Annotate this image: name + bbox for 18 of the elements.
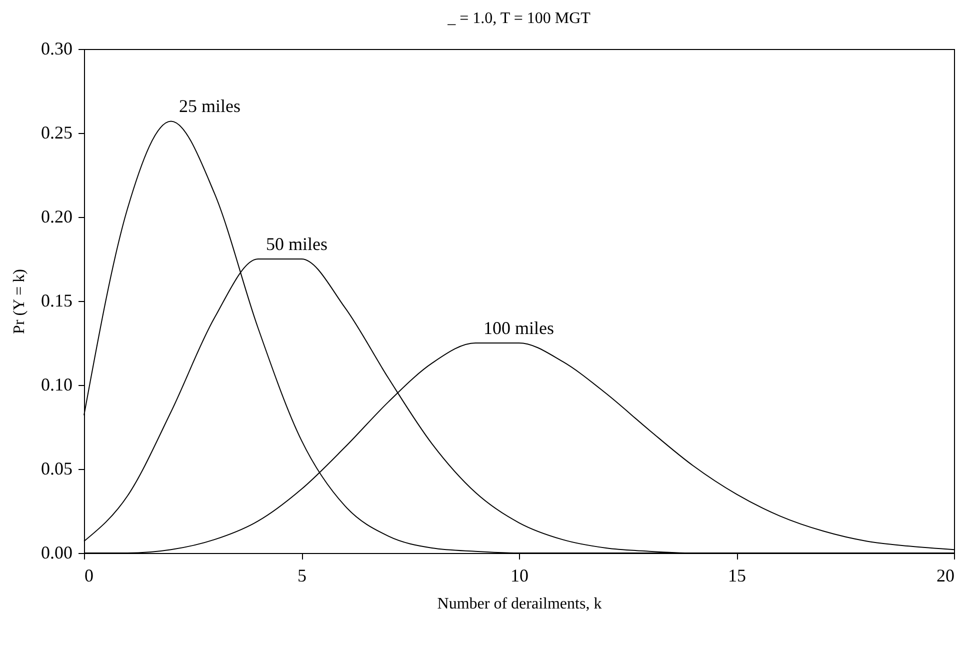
x-tick-label: 5 xyxy=(298,566,306,586)
y-tick-label: 0.15 xyxy=(41,290,72,310)
y-tick-label: 0.30 xyxy=(41,38,72,58)
x-tick-label: 10 xyxy=(510,566,528,586)
x-axis-title: Number of derailments, k xyxy=(437,596,602,612)
y-tick-label: 0.00 xyxy=(41,542,72,562)
chart-title: _ = 1.0, T = 100 MGT xyxy=(446,10,591,27)
series-label: 25 miles xyxy=(179,96,240,116)
series-label: 50 miles xyxy=(266,234,328,254)
y-tick-label: 0.10 xyxy=(41,374,72,394)
series-label: 100 miles xyxy=(484,318,554,338)
x-tick-label: 20 xyxy=(936,566,954,586)
y-axis-title: Pr (Y = k) xyxy=(11,269,28,334)
x-tick-label: 0 xyxy=(84,566,94,586)
y-tick-label: 0.05 xyxy=(41,458,72,478)
y-tick-label: 0.25 xyxy=(41,122,72,142)
x-tick-label: 15 xyxy=(728,566,746,586)
y-tick-label: 0.20 xyxy=(41,206,72,226)
